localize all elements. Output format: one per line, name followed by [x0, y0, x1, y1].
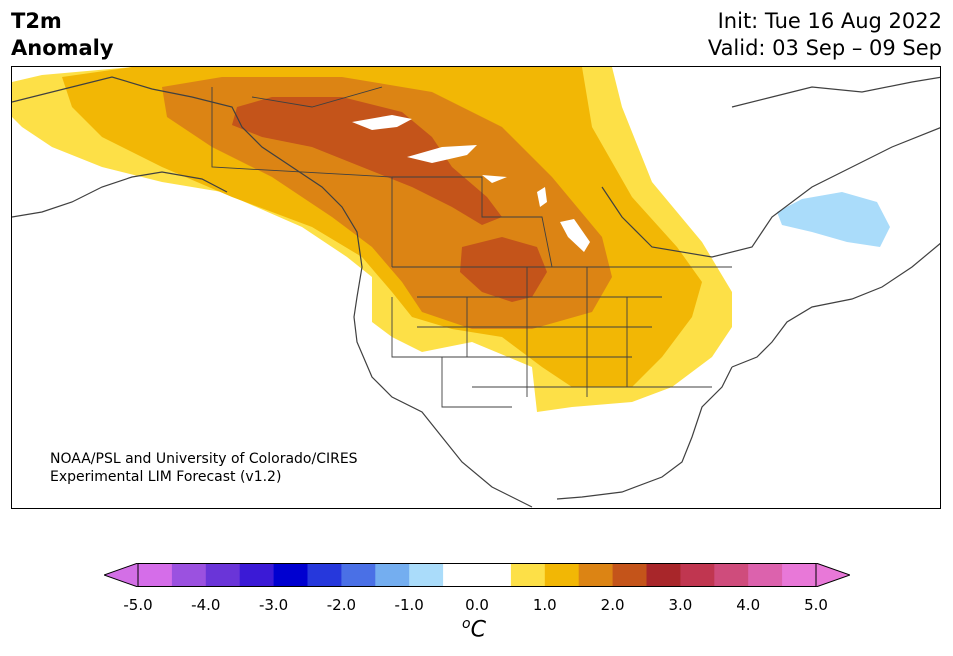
colorbar-cell — [375, 563, 410, 587]
title-line-1: T2m — [11, 9, 62, 33]
colorbar-tick-label: 4.0 — [736, 596, 761, 614]
title-line-2: Anomaly — [11, 36, 114, 60]
colorbar-cell — [307, 563, 342, 587]
colorbar-tick-label: 2.0 — [600, 596, 625, 614]
colorbar-tick-label: 1.0 — [532, 596, 557, 614]
credit-text: NOAA/PSL and University of Colorado/CIRE… — [50, 450, 358, 486]
map-title: T2m Anomaly — [11, 8, 114, 62]
colorbar-extend-high — [815, 563, 850, 587]
unit-degree: o — [462, 616, 471, 632]
anomaly-map — [12, 67, 940, 508]
colorbar-cell — [578, 563, 614, 587]
colorbar-cell — [544, 563, 580, 587]
colorbar-cells — [138, 563, 817, 587]
colorbar-cell — [782, 563, 817, 587]
colorbar-cell — [510, 563, 546, 587]
colorbar-cell — [138, 563, 173, 587]
colorbar-cell — [748, 563, 783, 587]
colorbar-cell — [341, 563, 376, 587]
colorbar-tick-label: -5.0 — [123, 596, 153, 614]
colorbar-cell — [171, 563, 207, 587]
colorbar-cell — [273, 563, 308, 587]
colorbar-cell — [443, 563, 478, 587]
colorbar-cell — [409, 563, 444, 587]
colorbar-cell — [680, 563, 715, 587]
colorbar-unit: oC — [462, 616, 486, 642]
colorbar-cell — [477, 563, 512, 587]
colorbar-cell — [239, 563, 275, 587]
unit-letter: C — [470, 617, 486, 643]
colorbar-tick-label: 5.0 — [804, 596, 828, 614]
colorbar-outline — [137, 563, 817, 587]
anomaly-contour-2-0-north — [232, 97, 502, 225]
valid-date: Valid: 03 Sep – 09 Sep — [707, 36, 942, 60]
anomaly-contour-neg-0-5 — [777, 192, 890, 247]
colorbar-cell — [714, 563, 749, 587]
colorbar-cell — [646, 563, 681, 587]
forecast-dates: Init: Tue 16 Aug 2022 Valid: 03 Sep – 09… — [708, 8, 942, 62]
colorbar-tick-label: -2.0 — [326, 596, 357, 614]
map-panel: NOAA/PSL and University of Colorado/CIRE… — [11, 66, 941, 509]
colorbar-ticks: -5.0 -4.0 -3.0 -2.0 -1.0 0.0 1.0 2.0 3.0 4.0 5.0 — [0, 596, 953, 616]
colorbar-tick-label: -4.0 — [191, 596, 221, 614]
colorbar-cell — [205, 563, 241, 587]
colorbar-tick-label: 0.0 — [465, 596, 489, 614]
colorbar — [104, 563, 850, 587]
credit-line-1: NOAA/PSL and University of Colorado/CIRE… — [50, 451, 358, 467]
state-borders — [211, 86, 732, 408]
colorbar-cell — [612, 563, 647, 587]
colorbar-tick-label: -3.0 — [258, 596, 289, 614]
anomaly-contour-2-0-south — [460, 237, 547, 302]
init-date: Init: Tue 16 Aug 2022 — [717, 9, 942, 33]
colorbar-tick-label: 3.0 — [668, 596, 693, 614]
colorbar-extend-low — [104, 563, 139, 587]
credit-line-2: Experimental LIM Forecast (v1.2) — [50, 469, 282, 485]
coastlines — [12, 76, 940, 508]
colorbar-tick-label: -1.0 — [394, 596, 424, 614]
lake — [352, 115, 590, 252]
